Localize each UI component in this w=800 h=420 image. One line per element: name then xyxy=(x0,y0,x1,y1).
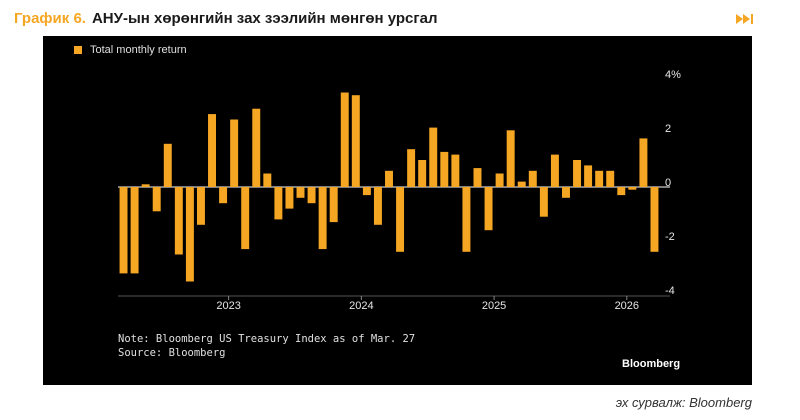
bar-48 xyxy=(650,187,659,252)
bar-14 xyxy=(274,187,283,220)
bar-15 xyxy=(285,187,294,209)
bar-3 xyxy=(152,187,161,212)
y-tick-label-3: -2 xyxy=(665,231,675,243)
bar-41 xyxy=(573,160,582,187)
bar-39 xyxy=(550,154,559,187)
y-tick-label-2: 0 xyxy=(665,177,672,189)
bar-30 xyxy=(451,154,460,187)
bar-19 xyxy=(329,187,338,223)
forward-arrow-icon[interactable] xyxy=(736,12,754,26)
bar-25 xyxy=(396,187,405,252)
bar-34 xyxy=(495,173,504,187)
bar-47 xyxy=(639,138,648,187)
bar-8 xyxy=(208,114,216,187)
bar-7 xyxy=(196,187,205,225)
source-caption: эх сурвалж: Bloomberg xyxy=(615,395,752,410)
bar-0 xyxy=(119,187,128,274)
bar-18 xyxy=(318,187,327,250)
x-tick-label-2: 2025 xyxy=(481,300,507,312)
bar-31 xyxy=(462,187,471,252)
bar-26 xyxy=(407,149,416,187)
figure-number: График 6. xyxy=(14,10,86,27)
bar-32 xyxy=(473,168,482,187)
bar-5 xyxy=(174,187,183,255)
bar-33 xyxy=(484,187,493,231)
bar-2 xyxy=(141,184,150,187)
bar-4 xyxy=(163,143,172,187)
bar-43 xyxy=(595,170,604,187)
bar-22 xyxy=(362,187,371,196)
bar-20 xyxy=(340,92,349,187)
figure-title: АНУ-ын хөрөнгийн зах зээлийн мөнгөн урсг… xyxy=(91,10,438,27)
x-tick-label-0: 2023 xyxy=(216,300,241,312)
brand-logo: Bloomberg xyxy=(622,358,681,370)
y-tick-label-0: 4% xyxy=(665,69,681,81)
y-tick-label-1: 2 xyxy=(665,123,672,135)
y-tick-label-4: -4 xyxy=(665,285,675,297)
bar-36 xyxy=(517,181,526,187)
bar-42 xyxy=(584,165,593,187)
figure-header: График 6. АНУ-ын хөрөнгийн зах зээлийн мө… xyxy=(14,10,438,32)
bar-45 xyxy=(617,187,626,196)
bar-21 xyxy=(351,95,360,187)
bar-6 xyxy=(185,187,194,282)
bar-38 xyxy=(539,187,548,217)
bar-44 xyxy=(606,170,615,187)
bar-9 xyxy=(219,187,228,204)
bar-12 xyxy=(252,108,261,187)
bar-11 xyxy=(241,187,250,250)
legend-label: Total monthly return xyxy=(90,44,187,56)
bar-40 xyxy=(562,187,570,198)
chart-legend: Total monthly return xyxy=(74,42,187,58)
bar-23 xyxy=(373,187,382,225)
bar-29 xyxy=(440,151,449,187)
bar-17 xyxy=(307,187,316,204)
bar-46 xyxy=(628,187,637,190)
x-tick-label-3: 2026 xyxy=(614,300,640,312)
bar-10 xyxy=(230,119,239,187)
bar-24 xyxy=(385,170,393,187)
chart-source-note: Source: Bloomberg xyxy=(118,347,226,359)
bar-35 xyxy=(506,130,515,187)
x-tick-label-1: 2024 xyxy=(349,300,374,312)
bar-27 xyxy=(418,160,427,187)
bar-28 xyxy=(429,127,438,187)
bar-13 xyxy=(263,173,272,187)
bar-1 xyxy=(130,187,139,274)
legend-swatch xyxy=(74,46,82,54)
chart-note: Note: Bloomberg US Treasury Index as of … xyxy=(118,333,416,345)
bar-16 xyxy=(296,187,305,198)
bar-37 xyxy=(528,170,537,187)
